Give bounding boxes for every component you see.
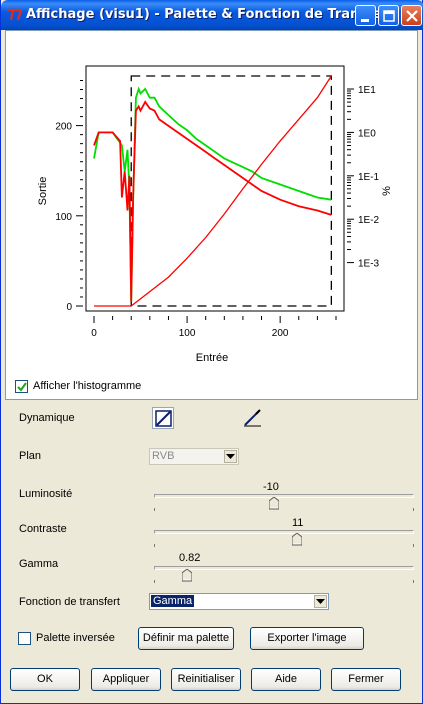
checkmark-icon: [17, 382, 27, 392]
y-axis-label-left: Sortie: [37, 177, 49, 206]
fonction-value: Gamma: [151, 595, 195, 607]
curve-ramp-button[interactable]: [240, 407, 262, 429]
contraste-slider-track[interactable]: [154, 530, 414, 534]
x-tick-label: 0: [91, 328, 97, 339]
gamma-tick-max: [413, 580, 414, 583]
histogram-label: Afficher l'histogramme: [33, 380, 142, 392]
fonction-dropdown-arrow[interactable]: [314, 595, 327, 608]
gamma-label: Gamma: [19, 558, 59, 570]
title-bar[interactable]: Affichage (visu1) - Palette & Fonction d…: [1, 0, 423, 30]
x-axis-label: Entrée: [196, 352, 228, 364]
plan-dropdown-arrow[interactable]: [224, 450, 237, 463]
luminosite-tick-max: [413, 508, 414, 511]
y-tick-label: 0: [66, 302, 72, 313]
plan-label: Plan: [19, 450, 42, 462]
maximize-icon: [383, 10, 395, 22]
y-tick-label: 100: [55, 212, 72, 223]
contraste-value: 11: [292, 517, 304, 529]
contraste-slider-thumb[interactable]: [291, 533, 302, 546]
reset-button[interactable]: Reinitialiser: [171, 668, 241, 691]
transfer-curve: [94, 75, 332, 307]
luminosite-slider-thumb[interactable]: [268, 497, 279, 510]
dynamique-label: Dynamique: [19, 412, 75, 424]
y-right-tick-label: 1E-1: [358, 172, 380, 183]
luminosite-tick-min: [154, 508, 155, 511]
window-title: Affichage (visu1) - Palette & Fonction d…: [26, 7, 395, 22]
x-tick-label: 200: [272, 328, 289, 339]
luminosite-label: Luminosité: [19, 488, 73, 500]
close-window-button[interactable]: [401, 5, 422, 26]
y-axis-label-right: %: [381, 186, 393, 196]
palette-inversee-checkbox[interactable]: [18, 632, 31, 645]
x-tick-label: 100: [179, 328, 196, 339]
define-palette-button[interactable]: Définir ma palette: [138, 627, 234, 650]
contraste-tick-min: [154, 544, 155, 547]
palette-inversee-label: Palette inversée: [36, 632, 115, 644]
minimize-icon: [361, 19, 369, 22]
close-button[interactable]: Fermer: [331, 668, 401, 691]
y-right-tick-label: 1E-2: [358, 215, 380, 226]
apply-button[interactable]: Appliquer: [91, 668, 161, 691]
app-logo-icon: [7, 8, 22, 21]
maximize-button[interactable]: [378, 5, 399, 26]
close-icon: [406, 10, 418, 22]
y-tick-label: 200: [55, 122, 72, 133]
gamma-value: 0.82: [179, 552, 201, 564]
help-button[interactable]: Aide: [251, 668, 321, 691]
curve-ramp-icon: [244, 409, 261, 427]
y-right-tick-label: 1E0: [358, 128, 376, 139]
linear-ramp-icon: [155, 410, 172, 427]
luminosite-value: -10: [263, 481, 279, 493]
histogram-curve-1: [93, 86, 332, 302]
transfer-chart-panel: 0 100 200 0 100 200 1E1 1E0 1E-1 1E-2 1E-3 Entré…: [5, 30, 418, 400]
export-image-button[interactable]: Exporter l'image: [250, 627, 364, 650]
y-right-tick-label: 1E1: [358, 85, 376, 96]
gamma-slider-thumb[interactable]: [182, 569, 193, 582]
plan-value: RVB: [152, 450, 175, 462]
chevron-down-icon: [226, 454, 235, 459]
histogram-checkbox[interactable]: [15, 380, 28, 393]
ok-button[interactable]: OK: [10, 668, 80, 691]
chevron-down-icon: [316, 599, 325, 604]
contraste-tick-max: [413, 544, 414, 547]
gamma-slider-track[interactable]: [154, 566, 414, 570]
gamma-tick-min: [154, 580, 155, 583]
contraste-label: Contraste: [19, 523, 67, 535]
dynamic-window[interactable]: [130, 75, 332, 307]
fonction-label: Fonction de transfert: [19, 596, 120, 608]
linear-ramp-button[interactable]: [152, 407, 174, 429]
minimize-button[interactable]: [355, 5, 376, 26]
y-right-tick-label: 1E-3: [358, 259, 380, 270]
transfer-chart: 0 100 200 0 100 200 1E1 1E0 1E-1 1E-2 1E-3 Entré…: [37, 65, 393, 364]
luminosite-slider-track[interactable]: [154, 494, 414, 498]
plot-frame: [85, 65, 345, 312]
histogram-curve-2: [93, 100, 332, 302]
fonction-select[interactable]: Gamma: [149, 593, 329, 610]
plan-select[interactable]: RVB: [149, 448, 239, 465]
